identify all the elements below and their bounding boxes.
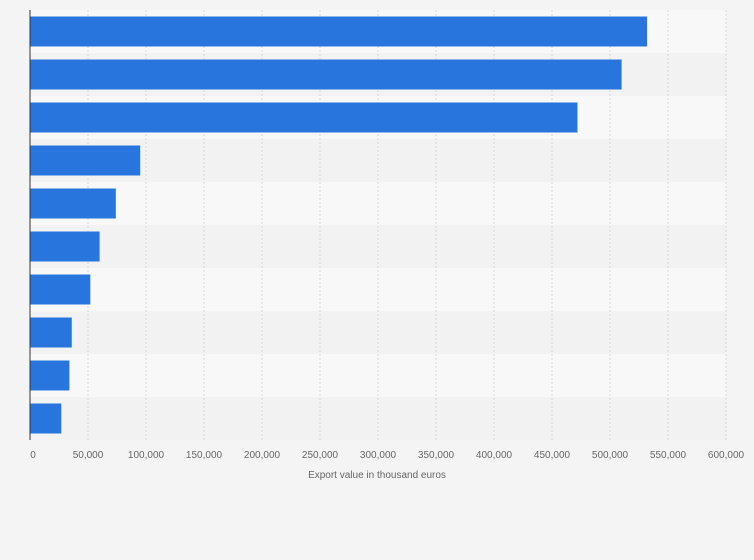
x-tick-label: 550,000 [650, 450, 687, 461]
x-tick-label: 100,000 [128, 450, 165, 461]
x-tick-label: 400,000 [476, 450, 513, 461]
bar[interactable] [30, 274, 91, 305]
x-tick-label: 500,000 [592, 450, 629, 461]
x-axis-title: Export value in thousand euros [308, 470, 446, 481]
bars [30, 16, 648, 434]
bar[interactable] [30, 16, 648, 47]
bar[interactable] [30, 360, 70, 391]
bar[interactable] [30, 102, 578, 133]
x-tick-label: 200,000 [244, 450, 281, 461]
x-tick-labels: 0 50,000 100,000 150,000 200,000 250,000 300,0… [30, 450, 744, 461]
bar[interactable] [30, 317, 72, 348]
x-tick-label: 250,000 [302, 450, 339, 461]
x-tick-label: 0 [30, 450, 36, 461]
bar[interactable] [30, 145, 141, 176]
bar[interactable] [30, 59, 622, 90]
x-tick-label: 300,000 [360, 450, 397, 461]
x-tick-label: 600,000 [708, 450, 745, 461]
bar[interactable] [30, 403, 62, 434]
x-tick-label: 50,000 [73, 450, 104, 461]
x-tick-label: 350,000 [418, 450, 455, 461]
bar[interactable] [30, 231, 100, 262]
x-tick-label: 450,000 [534, 450, 571, 461]
x-tick-label: 150,000 [186, 450, 223, 461]
bar[interactable] [30, 188, 116, 219]
